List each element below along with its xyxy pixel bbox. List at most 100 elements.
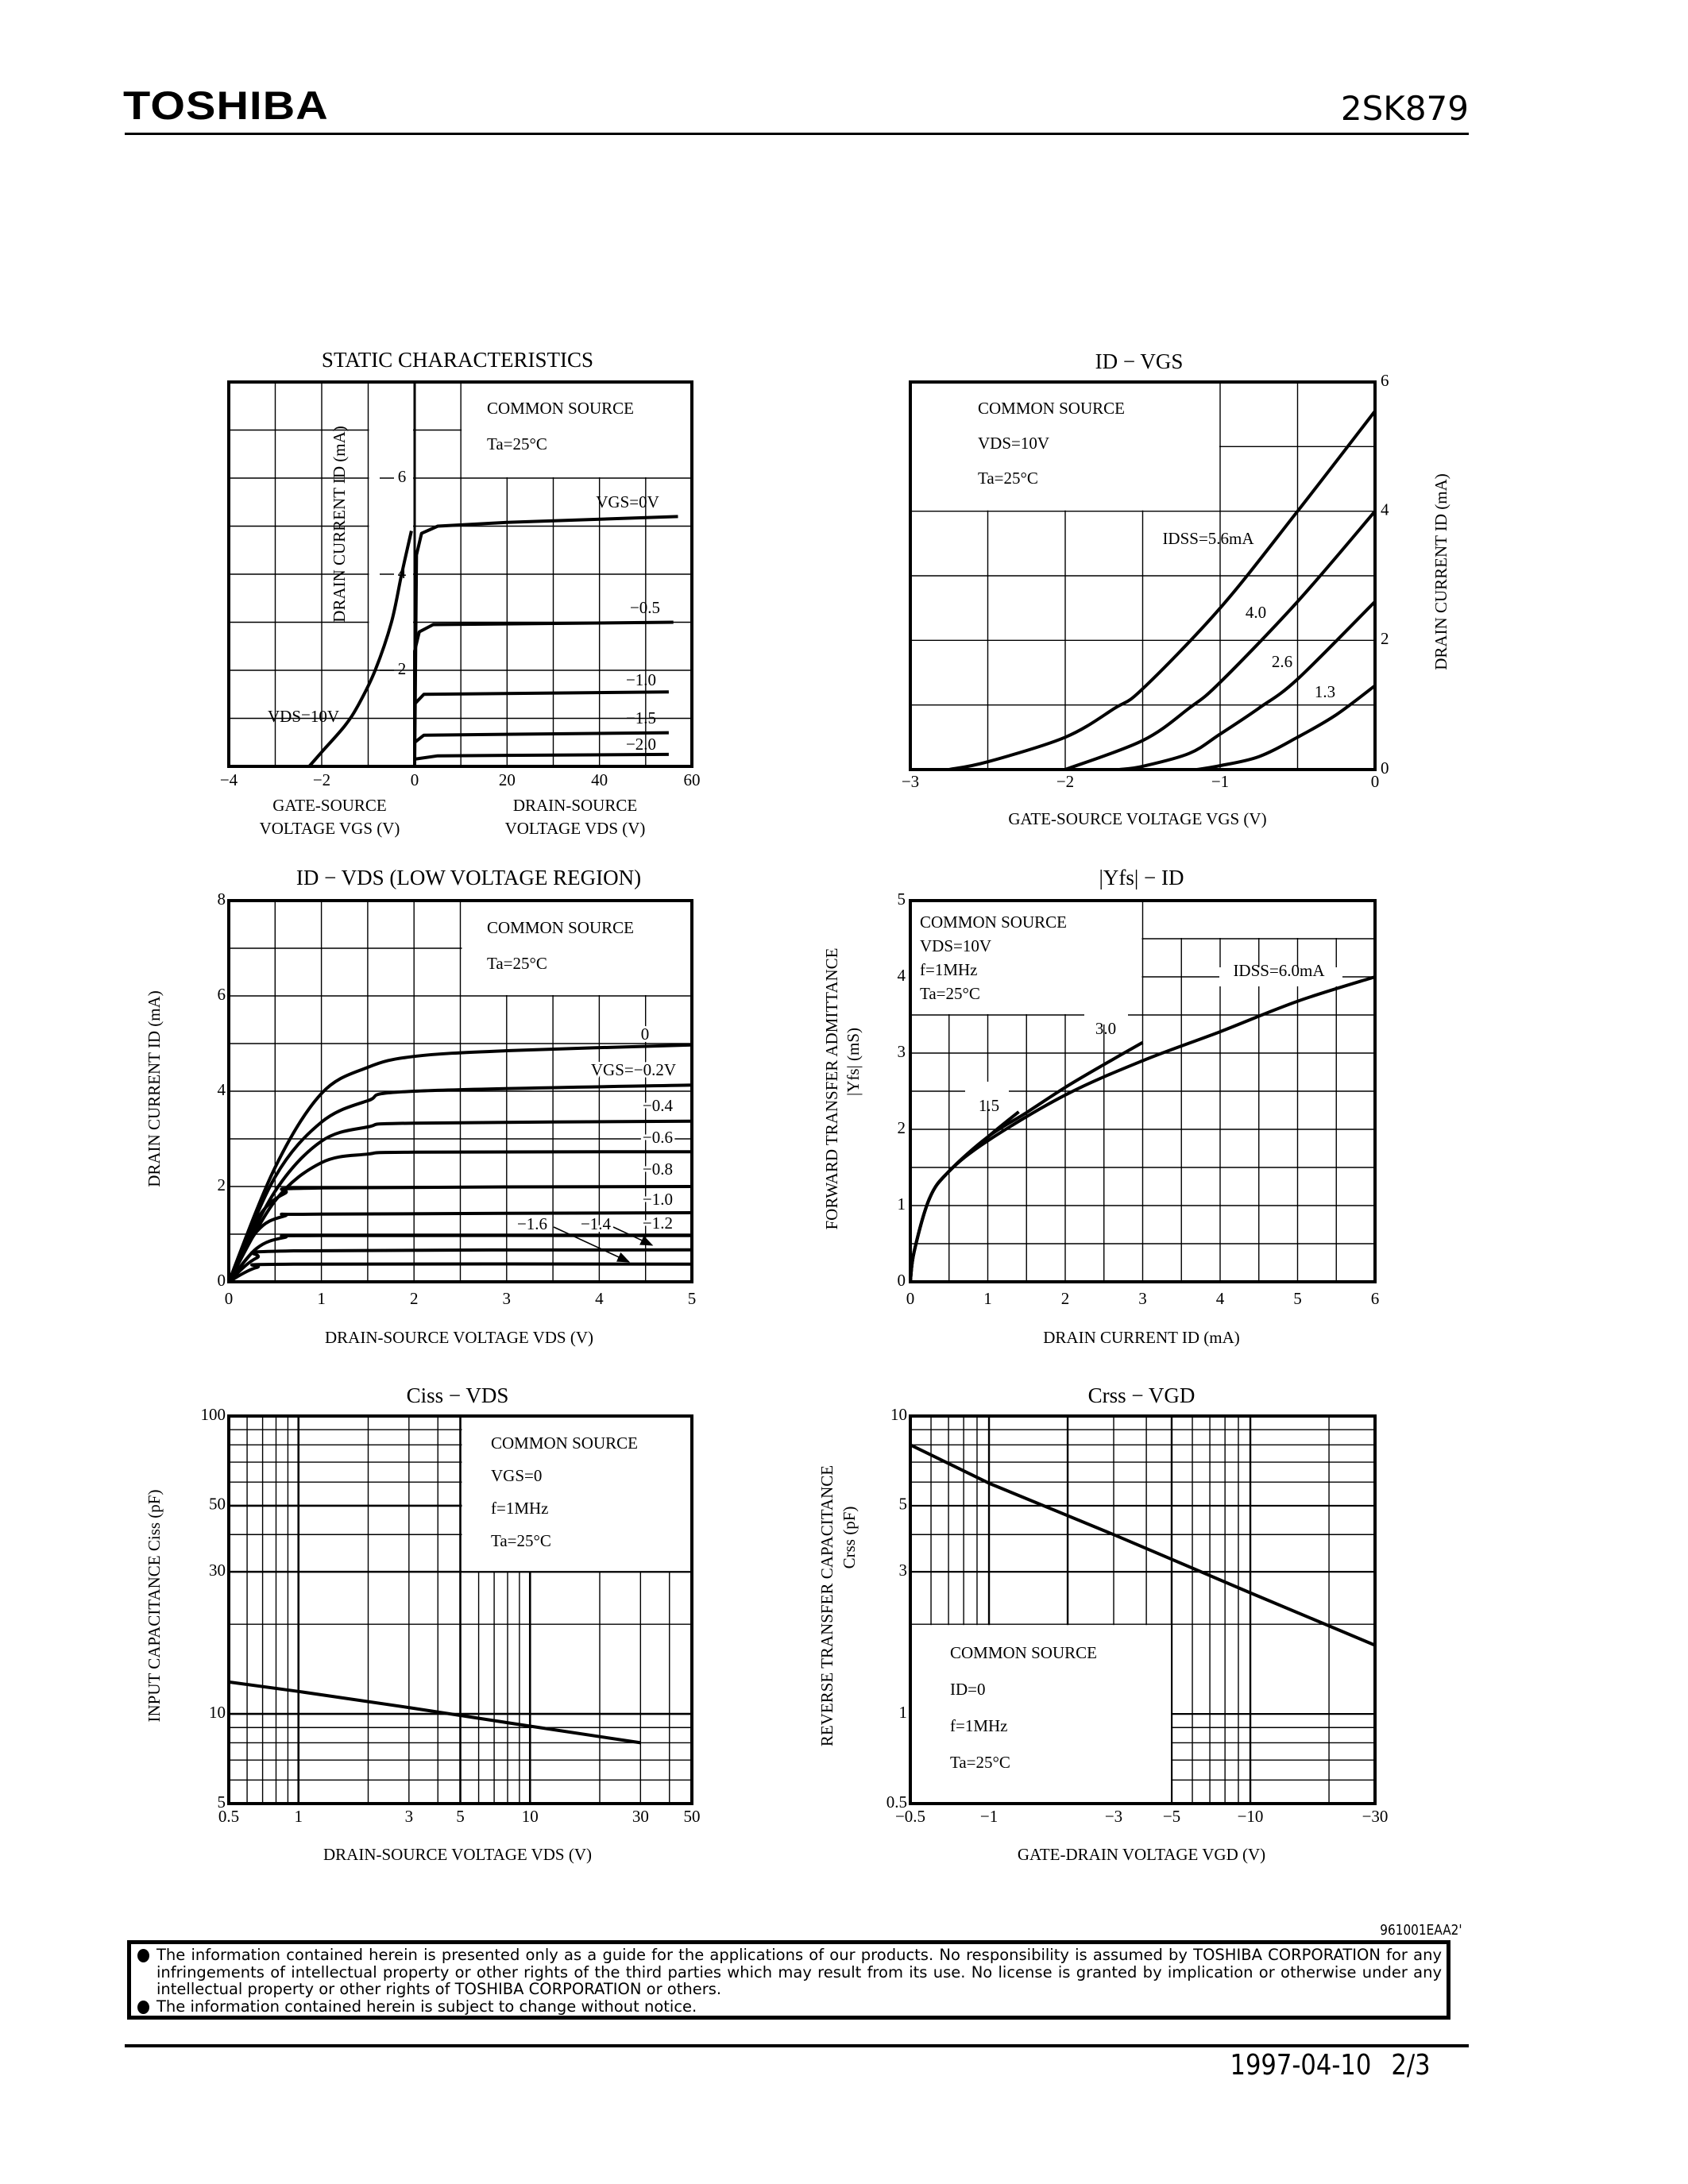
x-tick-label: −2: [313, 770, 330, 789]
legend-background: [912, 384, 1219, 511]
series-curve: [413, 752, 669, 766]
legend-background: [1219, 967, 1342, 986]
series-label: 1.3: [1315, 682, 1335, 701]
y-axis-label: DRAIN CURRENT ID (mA): [330, 426, 349, 623]
series-curve: [307, 531, 413, 768]
series-curve: [227, 1185, 693, 1283]
x-axis-label: GATE-SOURCE VOLTAGE VGS (V): [1008, 809, 1266, 828]
series-curve: [413, 515, 678, 767]
series-curve: [227, 1248, 693, 1283]
condition-label: Ta=25°C: [950, 1753, 1010, 1772]
x-tick-label: 1: [983, 1289, 992, 1308]
series-curve: [228, 1680, 641, 1745]
x-tick-label: −5: [1163, 1807, 1180, 1826]
x-tick-label: 60: [684, 770, 701, 789]
condition-label: Ta=25°C: [491, 1531, 551, 1550]
series-curve: [909, 1110, 1020, 1283]
condition-label: f=1MHz: [491, 1499, 549, 1518]
y-tick-label: 5: [899, 1495, 908, 1514]
series-label: 2.6: [1272, 652, 1292, 671]
y-tick-label: 1: [899, 1703, 908, 1722]
series-curve: [413, 690, 669, 766]
series-curve: [413, 620, 674, 766]
y-tick-label: 1: [898, 1194, 906, 1214]
document-code: 961001EAA2': [1380, 1922, 1462, 1939]
series-label: −1.0: [643, 1190, 673, 1209]
x-tick-label: 0: [1371, 772, 1380, 791]
chart-title: Crss − VGD: [1088, 1383, 1196, 1407]
y-axis-label: Crss (pF): [840, 1507, 859, 1569]
y-tick-label: 50: [209, 1495, 226, 1514]
x-tick-label: 2: [410, 1289, 419, 1308]
plot-frame: [227, 380, 693, 768]
x-tick-label: −2: [1056, 772, 1074, 791]
x-tick-label: −3: [1105, 1807, 1122, 1826]
x-axis-label: GATE-DRAIN VOLTAGE VGD (V): [1018, 1845, 1265, 1864]
x-tick-label: 3: [405, 1807, 414, 1826]
y-tick-label: 2: [218, 1175, 226, 1194]
series-curve: [413, 731, 669, 766]
x-tick-label: 10: [522, 1807, 539, 1826]
x-tick-label: −4: [220, 770, 238, 789]
x-axis-label: VOLTAGE VDS (V): [505, 819, 646, 838]
chart-title: STATIC CHARACTERISTICS: [322, 348, 593, 372]
series-curve: [948, 410, 1377, 771]
y-axis-label: REVERSE TRANSFER CAPACITANCE: [817, 1465, 836, 1746]
x-tick-label: 1: [295, 1807, 303, 1826]
y-tick-label: 6: [218, 985, 226, 1004]
series-label: −0.5: [630, 598, 660, 617]
legend-background: [1144, 902, 1373, 938]
series-label: IDSS=5.6mA: [1162, 529, 1254, 548]
condition-label: f=1MHz: [920, 960, 978, 979]
x-tick-label: 6: [1371, 1289, 1380, 1308]
condition-label: ID=0: [950, 1680, 986, 1699]
page-number: 2/3: [1391, 2049, 1431, 2082]
series-label: −0.8: [643, 1160, 673, 1179]
series-label: −1.4: [581, 1214, 612, 1233]
series-curve: [1196, 684, 1377, 771]
x-tick-label: 0.5: [218, 1807, 239, 1826]
bullet-icon: [137, 1949, 149, 1962]
arrow-icon: [612, 1226, 654, 1246]
y-tick-label: 2: [898, 1118, 906, 1137]
notice-item: The information contained herein is subj…: [136, 1997, 1442, 2016]
x-tick-label: 5: [456, 1807, 465, 1826]
series-label: 0: [641, 1024, 650, 1044]
series-label: −2.0: [626, 735, 656, 754]
part-number: 2SK879: [1340, 89, 1469, 128]
x-tick-label: 0: [906, 1289, 915, 1308]
plot-frame: [909, 1414, 1377, 1805]
y-tick-label: 10: [209, 1703, 226, 1722]
series-label: VDS=10V: [268, 707, 339, 726]
x-tick-label: 3: [503, 1289, 512, 1308]
y-tick-label: 3: [898, 1042, 906, 1061]
legend-background: [462, 1418, 690, 1572]
chart-title: |Yfs| − ID: [1099, 866, 1184, 889]
y-tick-label: 0: [898, 1271, 906, 1290]
series-curve: [910, 1443, 1376, 1647]
y-tick-label: 0: [1381, 758, 1389, 778]
series-curve: [227, 1043, 693, 1283]
toshiba-logo: TOSHIBA: [123, 83, 329, 128]
x-tick-label: 0: [411, 770, 419, 789]
condition-label: f=1MHz: [950, 1716, 1008, 1735]
y-tick-label: 4: [898, 966, 906, 985]
plot-frame: [909, 380, 1377, 771]
series-label: VGS=−0.2V: [591, 1060, 676, 1079]
notice-item: The information contained herein is pres…: [136, 1947, 1442, 1998]
x-tick-label: 0: [225, 1289, 234, 1308]
chart-title: Ciss − VDS: [407, 1383, 509, 1407]
series-label: −0.6: [643, 1128, 673, 1147]
x-tick-label: 2: [1061, 1289, 1070, 1308]
x-tick-label: −1: [1211, 772, 1229, 791]
footer-date-page: 1997-04-10 2/3: [1230, 2049, 1431, 2082]
y-tick-label: 4: [218, 1080, 226, 1099]
series-curve: [1119, 600, 1377, 771]
x-tick-label: 1: [317, 1289, 326, 1308]
legend-background: [369, 384, 413, 651]
y-tick-label: 0: [218, 1271, 226, 1290]
y-tick-label: 6: [1381, 371, 1389, 390]
condition-label: COMMON SOURCE: [487, 399, 634, 418]
arrow-icon: [553, 1226, 631, 1263]
